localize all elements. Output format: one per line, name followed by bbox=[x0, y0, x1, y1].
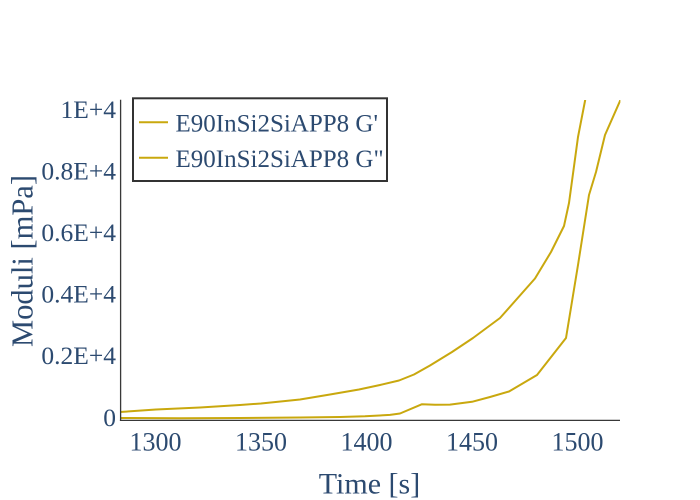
svg-text:E90InSi2SiAPP8 G': E90InSi2SiAPP8 G' bbox=[176, 111, 378, 138]
svg-text:0.4E+4: 0.4E+4 bbox=[41, 280, 116, 309]
svg-text:Time [s]: Time [s] bbox=[319, 468, 420, 500]
svg-text:0.6E+4: 0.6E+4 bbox=[41, 218, 116, 247]
svg-text:1E+4: 1E+4 bbox=[61, 95, 117, 124]
svg-text:1300: 1300 bbox=[130, 428, 182, 457]
svg-text:1350: 1350 bbox=[235, 428, 287, 457]
svg-text:Moduli [mPa]: Moduli [mPa] bbox=[6, 175, 40, 347]
svg-text:0.2E+4: 0.2E+4 bbox=[41, 341, 116, 370]
svg-text:0: 0 bbox=[103, 403, 116, 432]
svg-text:1500: 1500 bbox=[552, 428, 604, 457]
svg-text:1400: 1400 bbox=[341, 428, 393, 457]
svg-text:1450: 1450 bbox=[446, 428, 498, 457]
svg-text:E90InSi2SiAPP8 G": E90InSi2SiAPP8 G" bbox=[176, 146, 384, 173]
svg-text:0.8E+4: 0.8E+4 bbox=[41, 156, 116, 185]
